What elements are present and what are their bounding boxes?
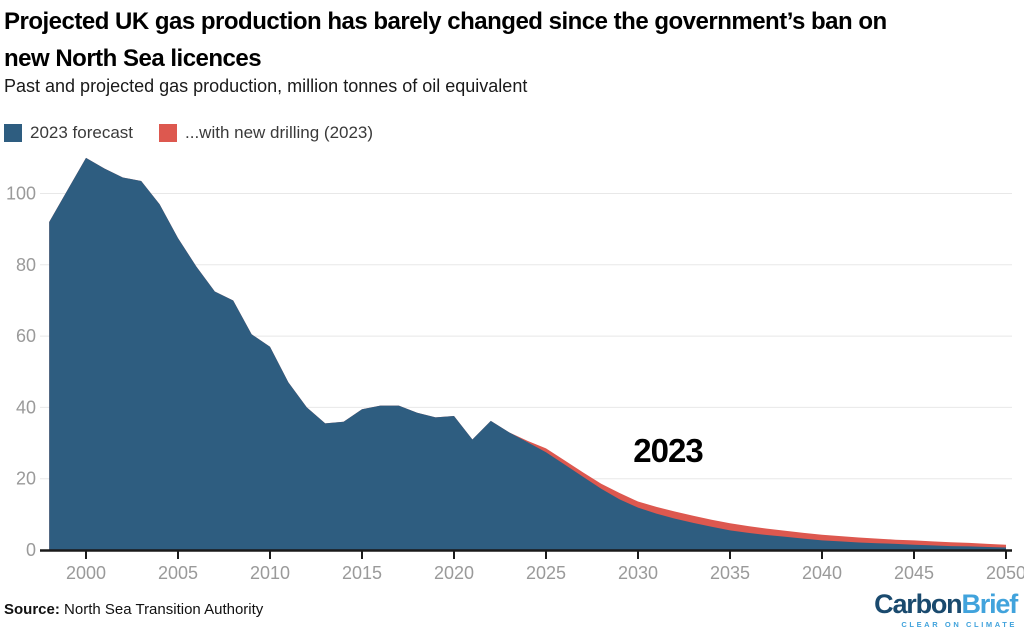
- y-tick-label-0: 0: [26, 540, 36, 560]
- x-tick-label-2040: 2040: [802, 563, 842, 583]
- y-tick-label-40: 40: [16, 397, 36, 417]
- source-text: North Sea Transition Authority: [59, 601, 264, 618]
- logo-brief: Brief: [961, 589, 1018, 619]
- x-tick-label-2010: 2010: [250, 563, 290, 583]
- page-title: Projected UK gas production has barely c…: [4, 3, 887, 77]
- x-tick-label-2000: 2000: [66, 563, 106, 583]
- x-tick-label-2025: 2025: [526, 563, 566, 583]
- x-tick-label-2045: 2045: [894, 563, 934, 583]
- y-tick-label-20: 20: [16, 469, 36, 489]
- legend-item-forecast: 2023 forecast: [4, 123, 133, 143]
- logo-tagline: CLEAR ON CLIMATE: [901, 620, 1017, 629]
- x-tick-label-2050: 2050: [986, 563, 1024, 583]
- x-tick-label-2020: 2020: [434, 563, 474, 583]
- chart-legend: 2023 forecast ...with new drilling (2023…: [4, 123, 373, 143]
- annotation-2023: 2023: [633, 432, 703, 469]
- y-tick-label-60: 60: [16, 326, 36, 346]
- x-tick-label-2030: 2030: [618, 563, 658, 583]
- legend-label-forecast: 2023 forecast: [30, 123, 134, 142]
- x-tick-label-2005: 2005: [158, 563, 198, 583]
- carbonbrief-wordmark: CarbonBrief: [874, 589, 1018, 619]
- source-line: Source: North Sea Transition Authority: [4, 601, 263, 618]
- carbonbrief-logo: CarbonBrief CLEAR ON CLIMATE: [874, 589, 1018, 629]
- title-line-1: Projected UK gas production has barely c…: [4, 8, 887, 35]
- chart-subtitle: Past and projected gas production, milli…: [4, 76, 528, 96]
- x-tick-label-2035: 2035: [710, 563, 750, 583]
- y-tick-label-80: 80: [16, 255, 36, 275]
- legend-swatch-forecast: [4, 124, 22, 142]
- legend-item-new-drilling: ...with new drilling (2023): [159, 123, 373, 143]
- legend-label-new-drilling: ...with new drilling (2023): [185, 123, 374, 142]
- title-line-2: new North Sea licences: [4, 45, 262, 72]
- legend-swatch-new-drilling: [159, 124, 178, 142]
- x-tick-label-2015: 2015: [342, 563, 382, 583]
- logo-carbon: Carbon: [874, 589, 963, 619]
- area-2023-forecast: [49, 157, 1006, 550]
- source-label: Source:: [4, 601, 60, 618]
- y-tick-label-100: 100: [6, 184, 36, 204]
